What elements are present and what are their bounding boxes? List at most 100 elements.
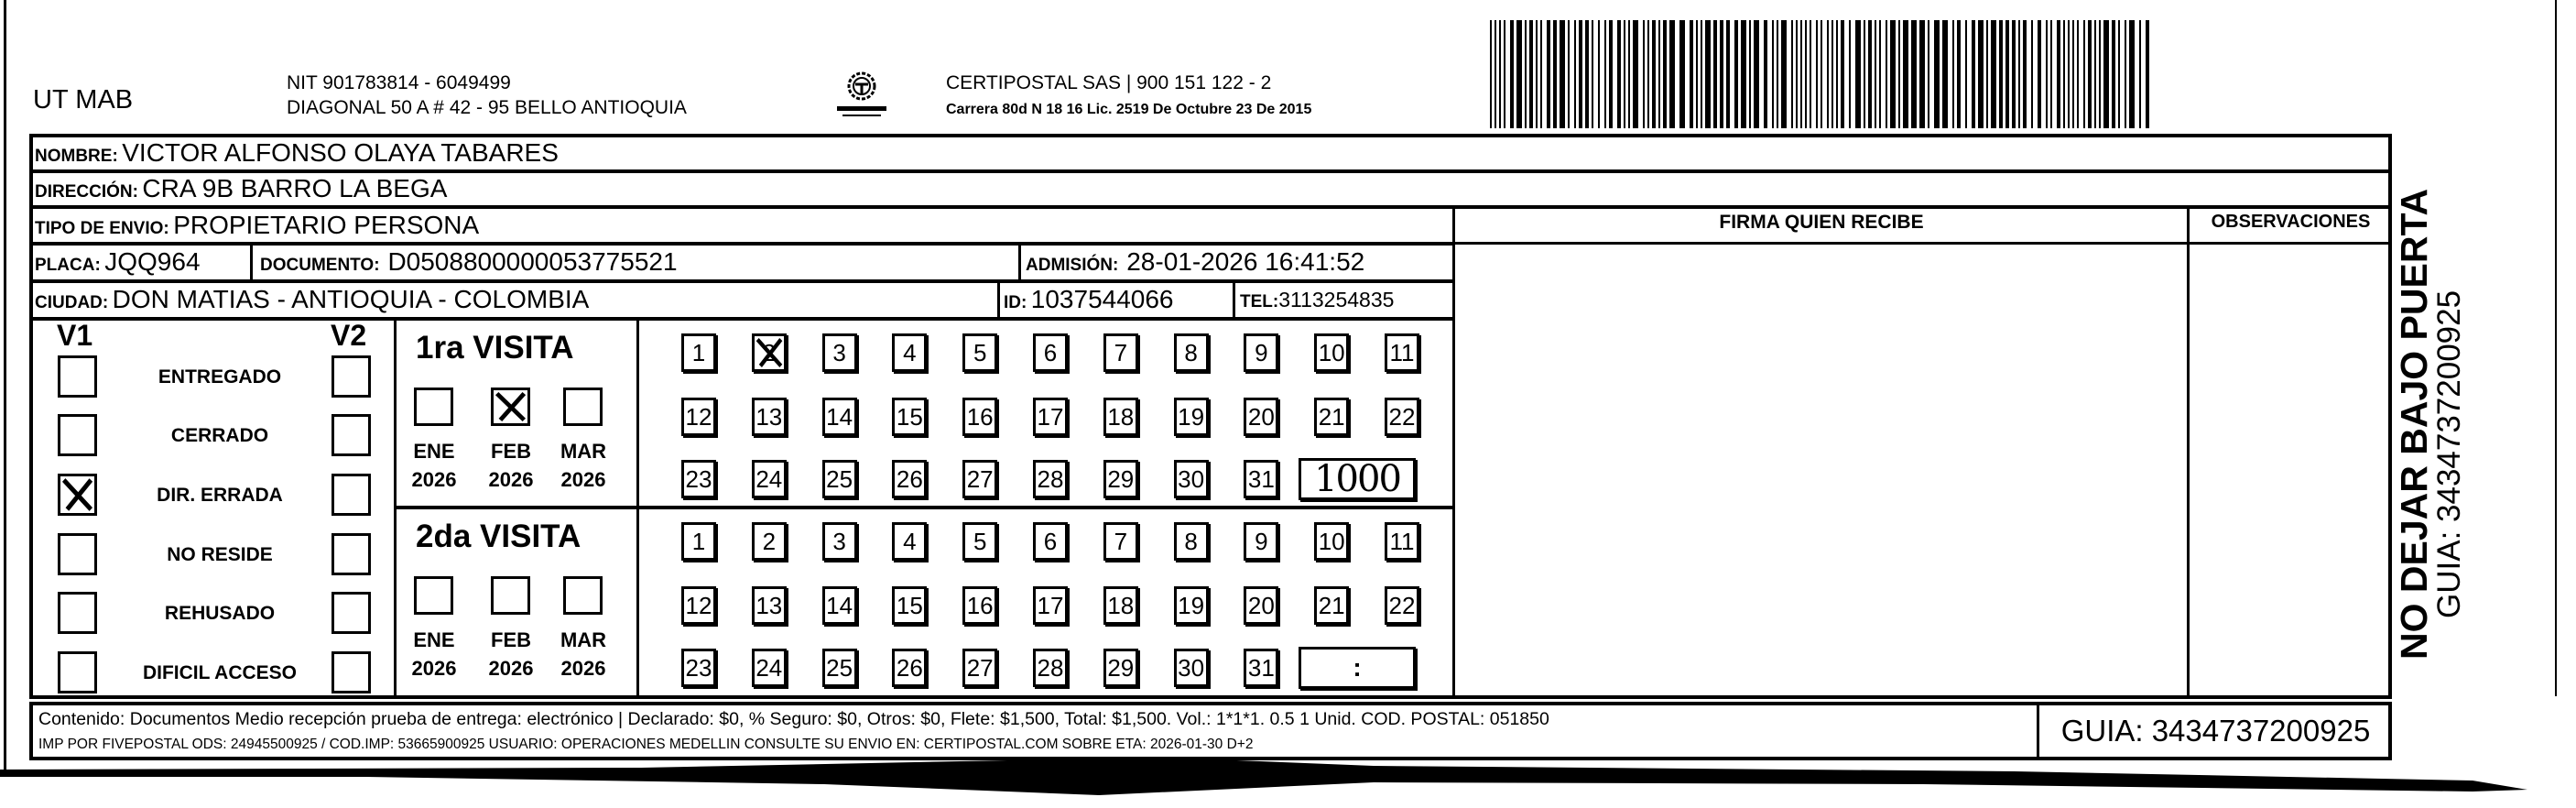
day-box[interactable]: 10 — [1314, 522, 1350, 561]
v1-checkbox[interactable] — [58, 414, 97, 456]
day-box[interactable]: 20 — [1244, 398, 1279, 436]
day-box[interactable]: 2 — [751, 522, 787, 561]
day-box[interactable]: 16 — [962, 398, 998, 436]
day-box[interactable]: 21 — [1314, 586, 1350, 625]
left-edge-line — [4, 0, 6, 770]
barcode-bar — [1796, 20, 1798, 128]
day-number: 31 — [1247, 653, 1275, 682]
v2-checkbox[interactable] — [332, 414, 371, 456]
signature-area[interactable] — [1456, 246, 2186, 696]
day-box[interactable]: 7 — [1103, 522, 1138, 561]
time-box[interactable]: 1000 — [1299, 458, 1416, 500]
day-box[interactable]: 9 — [1244, 522, 1279, 561]
day-box[interactable]: 12 — [681, 398, 716, 436]
day-box[interactable]: 30 — [1173, 649, 1209, 687]
v2-checkbox[interactable] — [332, 651, 371, 693]
v1-checkbox[interactable] — [58, 474, 97, 516]
day-box[interactable]: 18 — [1103, 398, 1138, 436]
day-box[interactable]: 7 — [1103, 333, 1138, 372]
day-box[interactable]: 23 — [681, 649, 716, 687]
day-box[interactable]: 4 — [892, 522, 928, 561]
day-box[interactable]: 26 — [892, 649, 928, 687]
day-box[interactable]: 5 — [962, 522, 998, 561]
day-box[interactable]: 6 — [1033, 333, 1068, 372]
day-number: 13 — [755, 402, 783, 431]
day-box[interactable]: 10 — [1314, 333, 1350, 372]
day-box[interactable]: 18 — [1103, 586, 1138, 625]
day-box[interactable]: 1 — [681, 522, 716, 561]
day-box[interactable]: 17 — [1033, 586, 1068, 625]
day-box[interactable]: 31 — [1244, 649, 1279, 687]
day-box[interactable]: 29 — [1103, 460, 1138, 498]
v1-checkbox[interactable] — [58, 533, 97, 575]
day-box[interactable]: 22 — [1385, 586, 1419, 625]
day-box[interactable]: 19 — [1173, 398, 1209, 436]
day-number: 30 — [1178, 464, 1205, 493]
day-box[interactable]: 4 — [892, 333, 928, 372]
day-number: 7 — [1114, 527, 1128, 555]
v1-checkbox[interactable] — [58, 355, 97, 398]
day-box[interactable]: 8 — [1173, 333, 1209, 372]
day-box[interactable]: 13 — [751, 398, 787, 436]
barcode-bar — [1734, 20, 1738, 128]
v2-checkbox[interactable] — [332, 592, 371, 634]
month-checkbox-ene[interactable] — [414, 388, 453, 426]
day-box[interactable]: 2 — [751, 333, 787, 372]
month-checkbox-mar[interactable] — [563, 388, 603, 426]
day-box[interactable]: 24 — [751, 649, 787, 687]
day-box[interactable]: 25 — [821, 460, 857, 498]
day-box[interactable]: 16 — [962, 586, 998, 625]
day-box[interactable]: 22 — [1385, 398, 1419, 436]
day-box[interactable]: 1 — [681, 333, 716, 372]
day-box[interactable]: 11 — [1385, 522, 1419, 561]
day-box[interactable]: 14 — [821, 398, 857, 436]
barcode-bar — [1991, 20, 1996, 128]
day-box[interactable]: 26 — [892, 460, 928, 498]
month-checkbox-ene[interactable] — [414, 576, 453, 615]
day-box[interactable]: 24 — [751, 460, 787, 498]
time-box[interactable]: : — [1299, 647, 1416, 689]
day-box[interactable]: 19 — [1173, 586, 1209, 625]
day-box[interactable]: 29 — [1103, 649, 1138, 687]
barcode-bar — [1726, 20, 1730, 128]
day-box[interactable]: 25 — [821, 649, 857, 687]
day-box[interactable]: 8 — [1173, 522, 1209, 561]
footer-contents: Contenido: Documentos Medio recepción pr… — [38, 709, 1549, 729]
day-box[interactable]: 31 — [1244, 460, 1279, 498]
v1-checkbox[interactable] — [58, 592, 97, 634]
day-box[interactable]: 21 — [1314, 398, 1350, 436]
month-checkbox-mar[interactable] — [563, 576, 603, 615]
day-box[interactable]: 17 — [1033, 398, 1068, 436]
day-box[interactable]: 15 — [892, 586, 928, 625]
day-box[interactable]: 3 — [821, 522, 857, 561]
v2-checkbox[interactable] — [332, 533, 371, 575]
v2-checkbox[interactable] — [332, 474, 371, 516]
month-checkbox-feb[interactable] — [491, 388, 530, 426]
month-checkbox-feb[interactable] — [491, 576, 530, 615]
day-box[interactable]: 11 — [1385, 333, 1419, 372]
day-box[interactable]: 23 — [681, 460, 716, 498]
day-number: 25 — [826, 464, 853, 493]
day-box[interactable]: 6 — [1033, 522, 1068, 561]
day-box[interactable]: 27 — [962, 460, 998, 498]
day-box[interactable]: 30 — [1173, 460, 1209, 498]
day-box[interactable]: 20 — [1244, 586, 1279, 625]
day-box[interactable]: 5 — [962, 333, 998, 372]
observations-area[interactable] — [2190, 246, 2390, 696]
barcode-bar — [1928, 20, 1929, 128]
day-box[interactable]: 14 — [821, 586, 857, 625]
tipo-envio-label: TIPO DE ENVIO: — [35, 219, 169, 238]
v2-checkbox[interactable] — [332, 355, 371, 398]
day-box[interactable]: 3 — [821, 333, 857, 372]
day-box[interactable]: 28 — [1033, 649, 1068, 687]
tel-value: 3113254835 — [1278, 288, 1395, 311]
x-mark-icon — [61, 478, 93, 511]
day-box[interactable]: 15 — [892, 398, 928, 436]
barcode-bar — [2038, 20, 2041, 128]
v1-checkbox[interactable] — [58, 651, 97, 693]
day-box[interactable]: 27 — [962, 649, 998, 687]
day-box[interactable]: 12 — [681, 586, 716, 625]
day-box[interactable]: 9 — [1244, 333, 1279, 372]
day-box[interactable]: 13 — [751, 586, 787, 625]
day-box[interactable]: 28 — [1033, 460, 1068, 498]
